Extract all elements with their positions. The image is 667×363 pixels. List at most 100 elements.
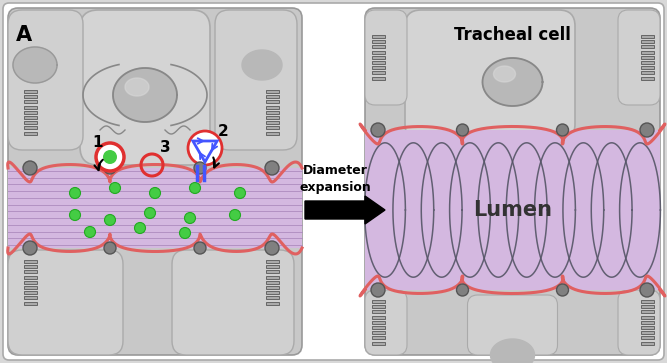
FancyBboxPatch shape xyxy=(365,10,407,105)
FancyBboxPatch shape xyxy=(215,10,297,150)
Bar xyxy=(265,132,279,135)
Bar xyxy=(23,302,37,305)
Circle shape xyxy=(69,188,81,199)
Polygon shape xyxy=(13,47,57,83)
Bar xyxy=(372,77,384,79)
Circle shape xyxy=(109,183,121,193)
Circle shape xyxy=(371,283,385,297)
Polygon shape xyxy=(242,50,282,80)
Circle shape xyxy=(265,241,279,255)
FancyBboxPatch shape xyxy=(468,295,558,355)
Bar xyxy=(640,40,654,43)
Circle shape xyxy=(149,188,161,199)
FancyBboxPatch shape xyxy=(365,8,660,355)
Bar xyxy=(640,35,654,38)
Circle shape xyxy=(85,227,95,237)
Polygon shape xyxy=(113,68,177,122)
Bar xyxy=(372,310,384,313)
Bar xyxy=(265,276,279,278)
Bar xyxy=(265,291,279,294)
Bar xyxy=(372,45,384,48)
Bar xyxy=(372,315,384,319)
Bar xyxy=(23,121,37,124)
Bar xyxy=(23,270,37,273)
Circle shape xyxy=(640,283,654,297)
Bar xyxy=(372,72,384,74)
Circle shape xyxy=(188,131,222,165)
Circle shape xyxy=(556,284,568,296)
FancyBboxPatch shape xyxy=(8,250,123,355)
Bar xyxy=(640,66,654,69)
Bar xyxy=(372,50,384,54)
Bar xyxy=(640,321,654,324)
Bar xyxy=(372,342,384,344)
Bar xyxy=(265,260,279,263)
Text: Tracheal cell: Tracheal cell xyxy=(454,26,571,44)
Circle shape xyxy=(265,161,279,175)
Circle shape xyxy=(185,212,195,224)
Bar xyxy=(640,337,654,339)
Bar xyxy=(372,35,384,38)
Bar xyxy=(265,297,279,299)
Bar xyxy=(372,40,384,43)
Bar xyxy=(640,77,654,79)
Polygon shape xyxy=(494,66,516,82)
Bar xyxy=(265,126,279,129)
Bar xyxy=(640,300,654,303)
Bar xyxy=(23,90,37,93)
FancyBboxPatch shape xyxy=(8,10,83,150)
Circle shape xyxy=(69,209,81,220)
Circle shape xyxy=(103,150,117,164)
Bar xyxy=(372,300,384,303)
Circle shape xyxy=(556,124,568,136)
Circle shape xyxy=(96,143,124,171)
FancyArrow shape xyxy=(305,196,385,224)
Bar xyxy=(640,310,654,313)
Bar xyxy=(265,101,279,103)
Text: A: A xyxy=(16,25,32,45)
Bar xyxy=(265,116,279,119)
FancyBboxPatch shape xyxy=(365,290,407,355)
Bar xyxy=(265,95,279,98)
Bar xyxy=(265,270,279,273)
Text: 3: 3 xyxy=(160,140,171,155)
Text: expansion: expansion xyxy=(299,182,371,195)
Bar xyxy=(372,331,384,334)
Bar xyxy=(640,50,654,54)
Bar xyxy=(265,121,279,124)
Bar xyxy=(23,132,37,135)
Bar xyxy=(640,331,654,334)
FancyBboxPatch shape xyxy=(405,10,575,140)
Bar xyxy=(23,111,37,114)
FancyBboxPatch shape xyxy=(172,250,294,355)
FancyBboxPatch shape xyxy=(80,10,210,165)
Polygon shape xyxy=(482,58,542,106)
Bar xyxy=(372,321,384,324)
Bar xyxy=(23,95,37,98)
Bar xyxy=(640,305,654,308)
Bar xyxy=(265,111,279,114)
Text: Diameter: Diameter xyxy=(303,163,368,176)
Bar xyxy=(372,305,384,308)
FancyBboxPatch shape xyxy=(3,3,664,360)
Circle shape xyxy=(371,123,385,137)
Bar xyxy=(372,56,384,59)
Bar xyxy=(640,342,654,344)
Circle shape xyxy=(640,123,654,137)
Bar xyxy=(372,66,384,69)
Circle shape xyxy=(189,183,201,193)
Bar xyxy=(265,265,279,268)
Bar xyxy=(372,326,384,329)
FancyBboxPatch shape xyxy=(618,10,660,105)
Bar xyxy=(372,337,384,339)
Circle shape xyxy=(104,242,116,254)
Bar xyxy=(372,61,384,64)
Bar xyxy=(265,286,279,289)
Circle shape xyxy=(456,284,468,296)
Bar xyxy=(23,116,37,119)
Bar xyxy=(23,260,37,263)
Text: 2: 2 xyxy=(218,124,229,139)
Bar xyxy=(23,126,37,129)
Text: Lumen: Lumen xyxy=(473,200,552,220)
Bar xyxy=(23,281,37,284)
